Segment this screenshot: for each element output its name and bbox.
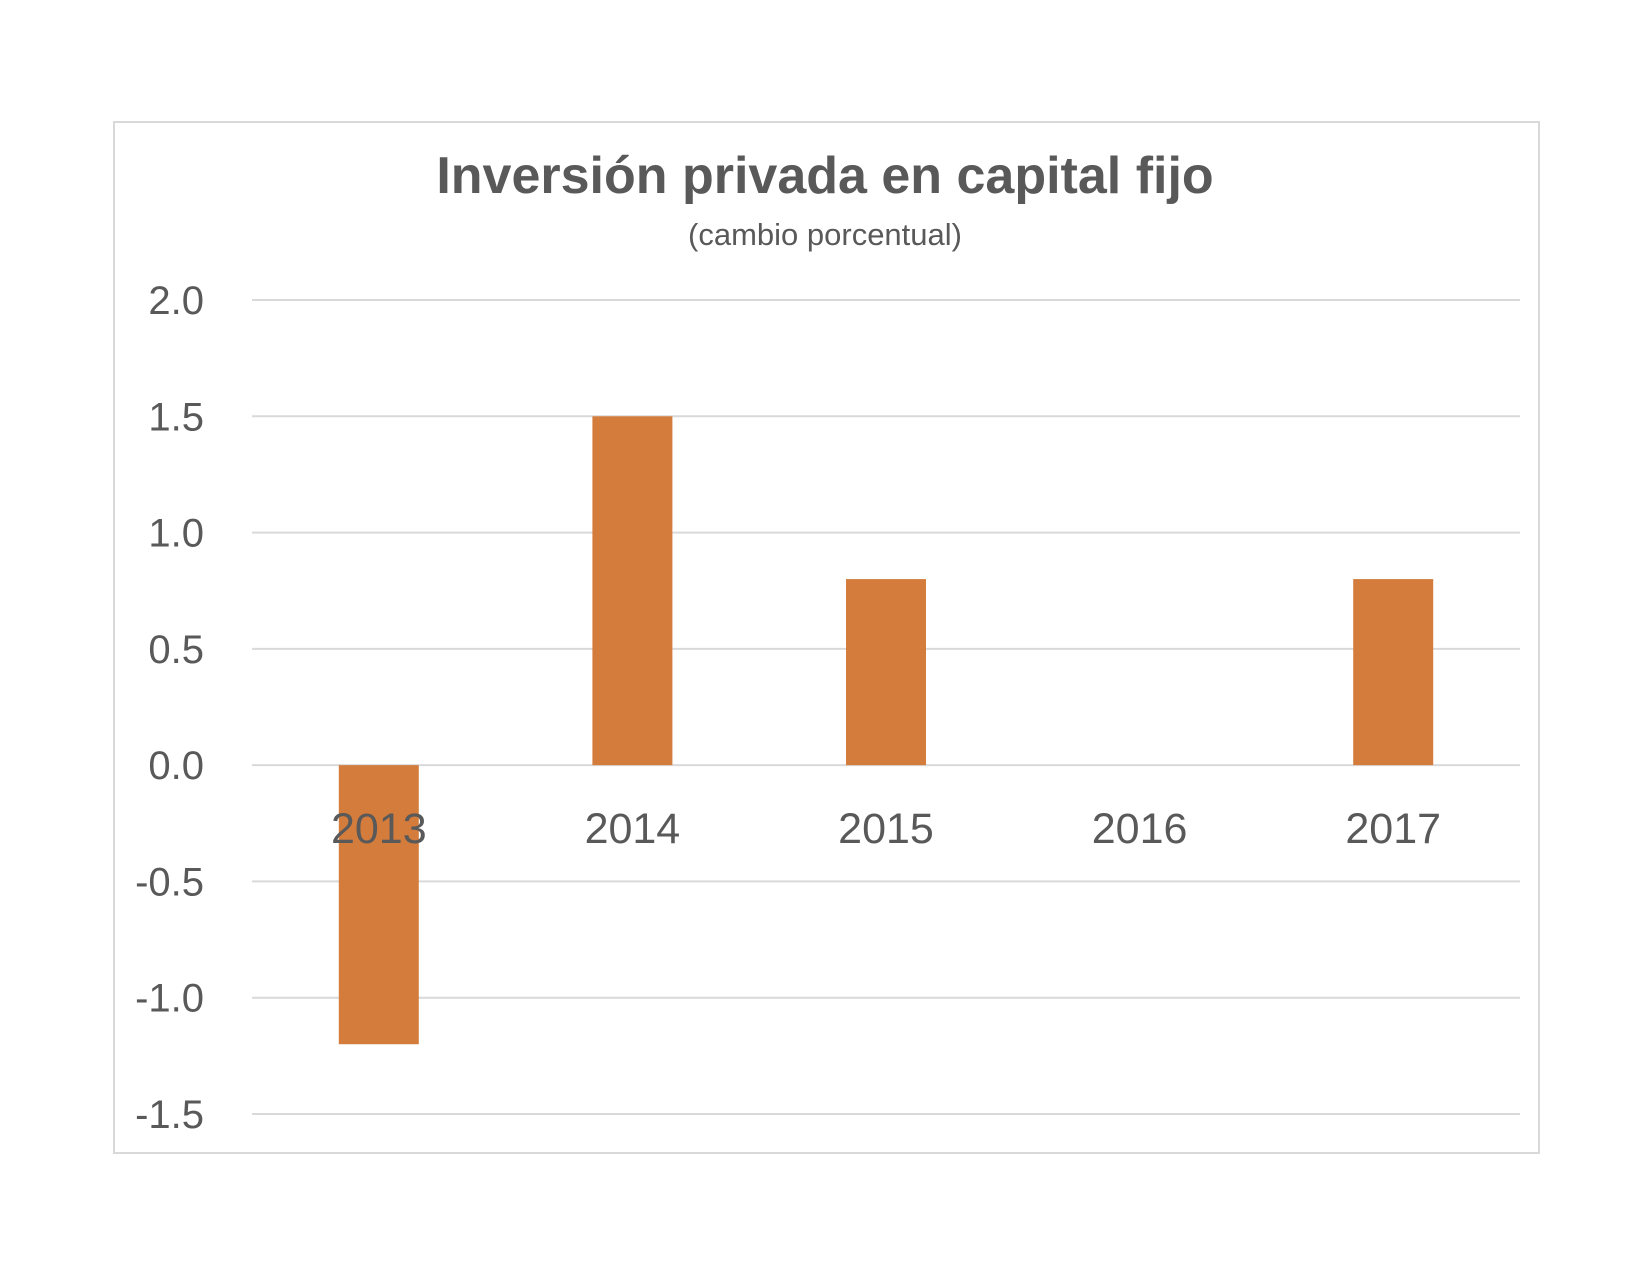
y-tick-label: 0.5 [148,628,204,672]
bars [338,416,1434,1045]
x-tick-label: 2013 [331,805,427,853]
y-tick-label: -0.5 [135,860,204,904]
y-tick-label: -1.0 [135,977,204,1021]
y-tick-label: 0.0 [148,744,204,788]
y-tick-label: 1.0 [148,512,204,556]
chart-title: Inversión privada en capital fijo [436,147,1213,205]
y-axis: 2.0 1.5 1.0 0.5 0.0 -0.5 -1.0 -1.5 [135,279,204,1137]
bar-2015 [846,579,926,766]
x-axis: 2013 2014 2015 2016 2017 [331,805,1441,853]
x-tick-label: 2016 [1092,805,1188,853]
x-tick-label: 2015 [838,805,934,853]
y-tick-label: -1.5 [135,1093,204,1137]
x-tick-label: 2017 [1345,805,1441,853]
bar-2013 [338,765,419,1045]
x-tick-label: 2014 [585,805,681,853]
bar-2017 [1353,579,1434,766]
bar-2014 [592,416,673,766]
y-tick-label: 2.0 [148,279,204,323]
gridlines [252,299,1520,1115]
y-tick-label: 1.5 [148,395,204,439]
chart-subtitle: (cambio porcentual) [688,217,962,252]
